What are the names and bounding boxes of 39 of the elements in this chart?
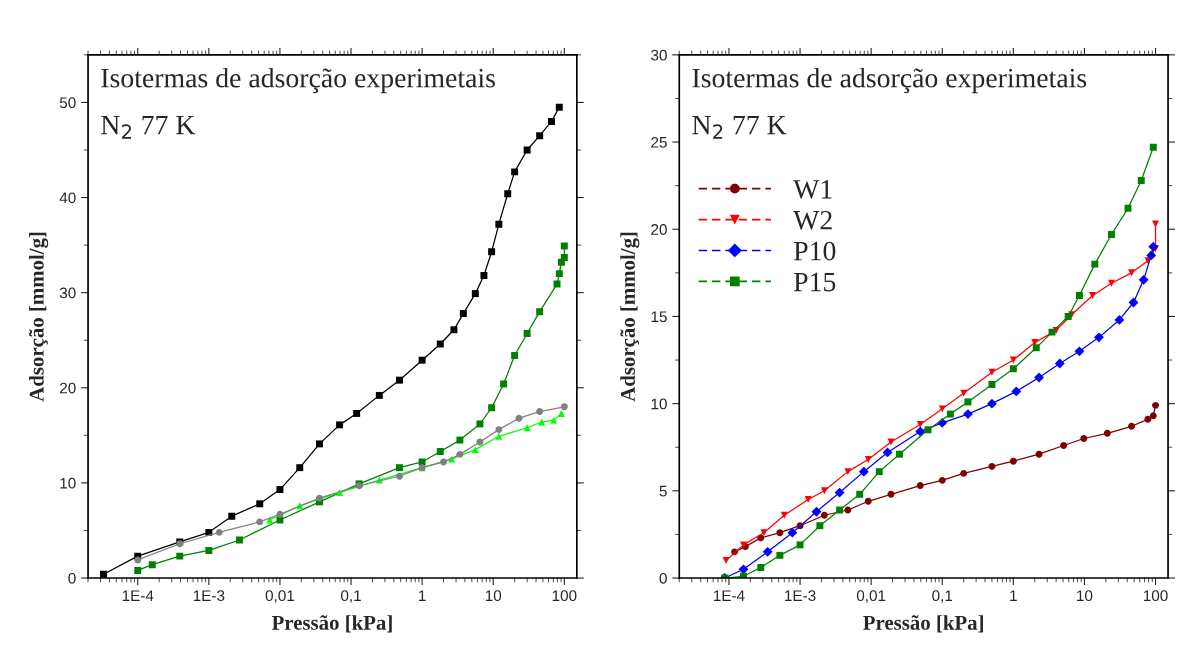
y-tick-label: 30 (651, 49, 667, 61)
x-tick-label: 1E-4 (122, 590, 154, 601)
y-tick-label: 0 (68, 572, 76, 584)
x-axis-title: Pressão [kPa] (271, 615, 392, 633)
x-tick-label: 1 (419, 590, 426, 601)
x-axis-title: Pressão [kPa] (863, 615, 983, 633)
y-axis-title: Adsorção [mmol/g] (620, 232, 640, 402)
x-tick-label: 0,01 (856, 590, 886, 603)
chart-title: Isotermas de adsorção experimetais (692, 67, 1087, 94)
x-tick-label: 0,1 (341, 590, 361, 603)
y-tick-label: 20 (651, 224, 667, 235)
x-tick-label: 10 (1077, 590, 1093, 602)
y-tick-label: 15 (651, 311, 667, 323)
x-tick-label: 0,1 (932, 590, 953, 603)
text: N$_{2}$ 77 K (101, 115, 196, 139)
legend-label: W1 (793, 180, 832, 199)
x-tick-label: 100 (552, 590, 577, 602)
legend-label: P15 (793, 272, 836, 292)
chart-title: Isotermas de adsorção experimetais (101, 67, 495, 94)
x-tick-label: 100 (1143, 590, 1168, 602)
x-tick-label: 1E-3 (785, 590, 816, 602)
x-tick-label: 1E-4 (713, 590, 745, 601)
y-tick-label: 10 (651, 398, 667, 410)
x-tick-label: 1E-3 (193, 590, 225, 602)
y-tick-label: 30 (59, 287, 76, 299)
y-tick-label: 0 (659, 572, 667, 584)
legend-label: W2 (793, 210, 832, 230)
y-tick-label: 40 (59, 192, 76, 204)
x-tick-label: 1 (1010, 590, 1017, 601)
y-tick-label: 50 (59, 97, 76, 109)
y-tick-label: 5 (659, 485, 667, 497)
x-tick-label: 0,01 (265, 590, 295, 603)
y-tick-label: 20 (60, 382, 76, 394)
y-tick-label: 25 (651, 136, 667, 148)
text: N$_{2}$ 77 K (692, 115, 787, 139)
legend-label: P10 (793, 241, 836, 261)
x-tick-label: 10 (485, 590, 502, 602)
y-tick-label: 10 (60, 477, 76, 489)
y-axis-title: Adsorção [mmol/g] (29, 232, 49, 402)
